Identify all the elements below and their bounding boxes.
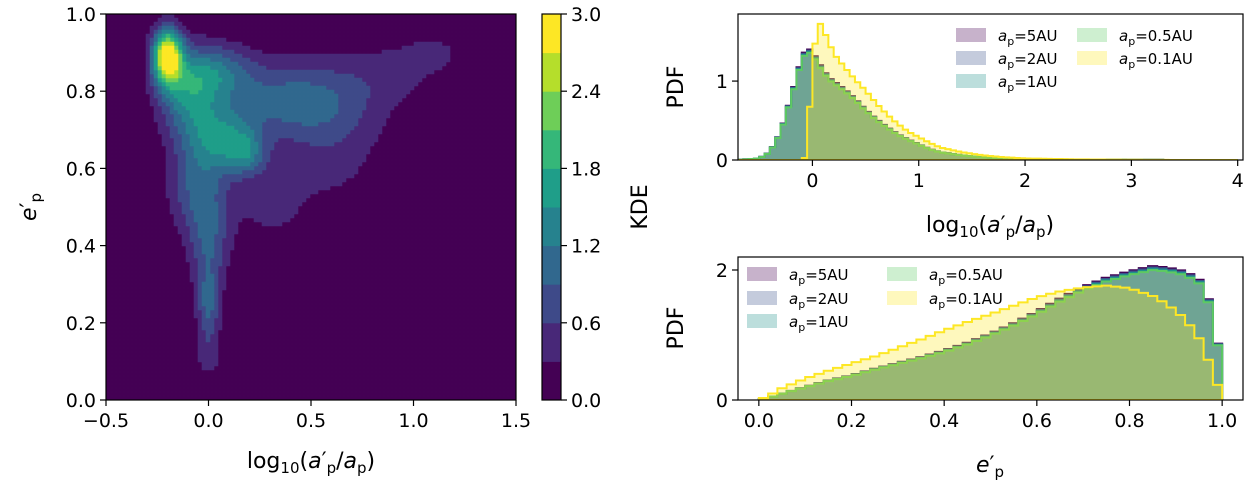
hist-ecc-panel: 0.0 0.2 0.4 0.6 0.8 1.0 02 ap=5AUap=2AUap=1AU… <box>664 256 1244 481</box>
colorbar-tick-label: 0.6 <box>571 313 601 335</box>
legend-label-5AU: ap=5AU <box>998 27 1058 48</box>
contour-y-tick-label: 0.4 <box>66 236 96 258</box>
hist-ecc-y-ticks: 02 <box>716 260 738 412</box>
x-tick-label: 1.0 <box>1207 410 1237 432</box>
colorbar-label: KDE <box>628 184 653 229</box>
colorbar-band <box>542 129 561 169</box>
colorbar-band <box>542 245 561 285</box>
legend-swatch-0.1AU <box>887 291 917 305</box>
y-tick-label: 2 <box>716 260 728 282</box>
colorbar-band <box>542 168 561 208</box>
contour-layers <box>106 14 516 400</box>
colorbar-frame <box>541 13 562 401</box>
y-tick-label: 0 <box>716 150 728 172</box>
hist-ecc-x-ticks: 0.0 0.2 0.4 0.6 0.8 1.0 <box>744 400 1237 432</box>
x-tick-label: 4 <box>1232 170 1244 192</box>
colorbar-tick-label: 1.2 <box>571 236 601 258</box>
x-tick-label: 3 <box>1125 170 1137 192</box>
x-tick-label: 1 <box>913 170 925 192</box>
hist-log-xlabel: log10(a′p/ap) <box>926 213 1054 241</box>
legend-swatch-5AU <box>956 28 986 42</box>
x-tick-label: 0.6 <box>1022 410 1052 432</box>
colorbar-tick-label: 0.0 <box>571 390 601 412</box>
contour-x-ticks: −0.5 0.0 0.5 1.0 1.5 <box>83 400 531 432</box>
contour-x-tick-label: −0.5 <box>83 410 129 432</box>
legend-swatch-0.1AU <box>1077 51 1107 65</box>
hist-ecc-xlabel: e′p <box>976 453 1004 481</box>
legend-label-2AU: ap=2AU <box>998 50 1058 71</box>
colorbar: 0.0 0.6 1.2 1.8 2.4 3.0 KDE <box>541 4 653 412</box>
colorbar-tick-label: 3.0 <box>571 4 601 26</box>
contour-level-9 <box>161 45 179 75</box>
hist-series-0.1AU <box>757 284 1224 400</box>
contour-y-tick-label: 0.8 <box>66 81 96 103</box>
legend-label-0.5AU: ap=0.5AU <box>929 266 1003 287</box>
contour-panel: −0.5 0.0 0.5 1.0 1.5 0.00.20.40.60.81.0 log1… <box>17 4 531 477</box>
colorbar-band <box>542 284 561 324</box>
hist-ecc-ylabel: PDF <box>664 307 689 350</box>
legend-swatch-1AU <box>956 74 986 88</box>
colorbar-band <box>542 91 561 131</box>
legend-swatch-0.5AU <box>887 267 917 281</box>
legend-label-1AU: ap=1AU <box>789 313 849 334</box>
x-tick-label: 0.8 <box>1114 410 1144 432</box>
y-tick-label: 1 <box>716 71 728 93</box>
colorbar-band <box>542 14 561 54</box>
legend-swatch-5AU <box>747 267 777 281</box>
x-tick-label: 0.2 <box>836 410 866 432</box>
contour-y-ticks: 0.0 0.2 0.4 0.6 0.8 1.0 <box>66 4 106 412</box>
legend-label-0.5AU: ap=0.5AU <box>1119 27 1193 48</box>
hist-ecc-axes-frame <box>737 256 1244 401</box>
contour-x-tick-label: 1.0 <box>398 410 428 432</box>
y-tick-label: 0 <box>716 390 728 412</box>
colorbar-band <box>542 361 561 401</box>
hist-log-x-ticks: 0 1 2 3 4 <box>806 160 1244 192</box>
contour-x-tick-label: 0.0 <box>193 410 223 432</box>
contour-y-tick-label: 0.6 <box>66 158 96 180</box>
contour-x-tick-label: 1.5 <box>501 410 531 432</box>
legend-label-2AU: ap=2AU <box>789 290 849 311</box>
contour-y-tick-label: 1.0 <box>66 4 96 26</box>
colorbar-tick-label: 1.8 <box>571 158 601 180</box>
legend-swatch-2AU <box>747 291 777 305</box>
contour-x-tick-label: 0.5 <box>296 410 326 432</box>
contour-y-tick-label: 0.2 <box>66 313 96 335</box>
hist-log-y-ticks: 01 <box>716 71 738 172</box>
hist-ecc-series <box>757 265 1224 400</box>
colorbar-bands <box>542 14 561 401</box>
legend-label-1AU: ap=1AU <box>998 73 1058 94</box>
legend-label-5AU: ap=5AU <box>789 266 849 287</box>
legend-label-0.1AU: ap=0.1AU <box>1119 50 1193 71</box>
colorbar-ticks: 0.0 0.6 1.2 1.8 2.4 3.0 <box>561 4 601 412</box>
colorbar-band <box>542 207 561 247</box>
colorbar-band <box>542 52 561 92</box>
legend-label-0.1AU: ap=0.1AU <box>929 290 1003 311</box>
x-tick-label: 0.4 <box>929 410 959 432</box>
hist-log-axes-frame <box>737 13 1244 161</box>
colorbar-band <box>542 322 561 362</box>
x-tick-label: 2 <box>1019 170 1031 192</box>
colorbar-tick-label: 2.4 <box>571 81 601 103</box>
legend-swatch-2AU <box>956 51 986 65</box>
x-tick-label: 0.0 <box>744 410 774 432</box>
hist-log-ylabel: PDF <box>664 66 689 109</box>
contour-xlabel: log10(a′p/ap) <box>247 449 375 477</box>
hist-series-0.5AU <box>757 269 1224 400</box>
legend-swatch-0.5AU <box>1077 28 1107 42</box>
contour-ylabel: e′p <box>17 193 45 221</box>
legend-swatch-1AU <box>747 314 777 328</box>
contour-y-tick-label: 0.0 <box>66 390 96 412</box>
x-tick-label: 0 <box>806 170 818 192</box>
